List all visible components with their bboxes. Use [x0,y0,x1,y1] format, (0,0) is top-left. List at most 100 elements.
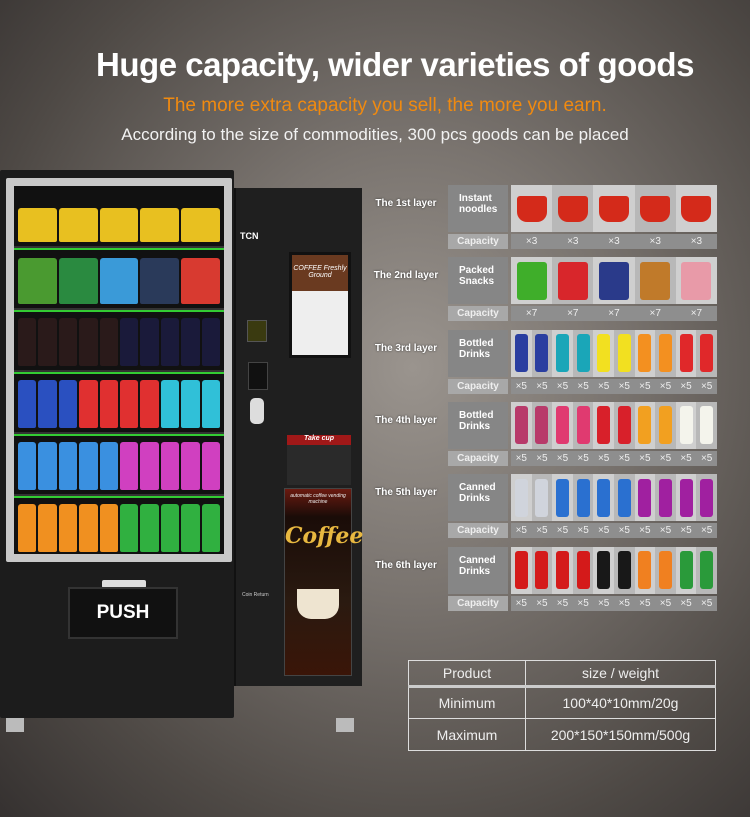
product-cell [675,546,697,594]
product-image [555,334,569,373]
header-cell: size / weight [525,660,716,688]
shelf-product [160,380,180,428]
capacity-value: ×5 [639,597,651,609]
layer-category: Canned Drinks [448,546,508,594]
shelf-product [120,504,139,552]
capacity-values: ×7 ×7 ×7 ×7 ×7 [511,306,717,322]
shelf-row [14,314,224,368]
product-cell [675,257,718,305]
capacity-value: ×5 [659,597,672,609]
shelf-product [181,504,200,552]
product-image [617,334,631,373]
product-cell [552,546,573,594]
product-image [516,261,547,300]
product-cell [634,474,656,522]
capacity-value: ×5 [597,525,610,537]
table-row: Maximum 200*150*150mm/500g [408,718,716,751]
product-cell [675,329,697,377]
product-cell [634,257,676,305]
capacity-value: ×5 [680,525,692,537]
product-cell [511,546,532,594]
shelf-rail [14,308,224,312]
product-cell [593,185,635,232]
shelf-product [160,504,180,552]
capacity-value: ×7 [690,308,703,320]
header-cell: Product [408,660,526,688]
coffee-banner: automatic coffee vending machine Coffee [284,488,363,676]
product-cell [511,474,532,522]
cell: Minimum [408,686,526,719]
product-image [617,478,631,517]
product-cell [634,329,656,377]
product-cell [511,401,532,449]
capacity-value: ×5 [515,525,527,537]
capacity-label: Capacity [448,306,508,322]
product-image [516,195,547,222]
touch-screen: COFFEE Freshly Ground [289,252,351,358]
capacity-label: Capacity [448,378,508,394]
coin-return-label: Coin Return [242,592,269,598]
shelf-rail [14,494,224,498]
product-cell [675,474,697,522]
product-cell [572,474,594,522]
product-image [555,551,569,589]
product-image [700,406,714,445]
layer-label: The 4th layer [375,414,437,426]
shelf-product [58,258,98,304]
layer-category: Canned Drinks [448,474,508,522]
layer-category: Bottled Drinks [448,401,508,449]
layer-category: Bottled Drinks [448,329,508,377]
product-cell [511,329,532,377]
card-reader [248,362,268,390]
capacity-value: ×5 [659,452,672,464]
product-image [576,334,590,373]
shelf-product [181,258,220,304]
capacity-value: ×7 [649,308,661,320]
shelf-product [120,380,139,428]
capacity-value: ×5 [577,452,589,464]
product-images [511,185,718,232]
capacity-value: ×5 [536,380,548,392]
shelf-product [99,258,139,304]
headline: Huge capacity, wider varieties of goods [96,46,694,83]
shelf-product [99,380,119,428]
brand-logo: TCN [240,231,259,241]
qr-scanner [250,398,264,424]
shelf-product [99,208,139,242]
shelf-product [120,442,139,490]
shelf-product [58,442,78,490]
product-cell [696,329,717,377]
product-image [514,334,528,373]
product-cell [634,546,656,594]
shelf-product [18,504,37,552]
shelf-product [140,504,159,552]
product-image [679,406,693,445]
capacity-value: ×3 [690,236,703,247]
product-images [511,257,718,305]
capacity-value: ×5 [680,452,692,464]
shelf-product [140,318,159,366]
capacity-value: ×5 [659,525,672,537]
product-cell [552,257,594,305]
shelf-rail [14,246,224,250]
product-cell [572,546,594,594]
shelf-product [38,504,57,552]
product-image [681,195,712,222]
capacity-value: ×5 [618,380,630,392]
shelf-product [79,442,98,490]
product-cell [613,546,635,594]
product-images [511,474,717,522]
glass-door [6,178,232,562]
product-image [638,478,652,517]
product-image [700,478,714,517]
capacity-label: Capacity [448,234,508,249]
product-cell [552,329,573,377]
product-image [700,334,714,373]
product-image [576,406,590,445]
capacity-value: ×3 [649,236,661,247]
product-cell [696,401,717,449]
product-image [597,334,611,373]
capacity-value: ×5 [680,597,692,609]
product-cell [675,401,697,449]
product-cell [613,329,635,377]
